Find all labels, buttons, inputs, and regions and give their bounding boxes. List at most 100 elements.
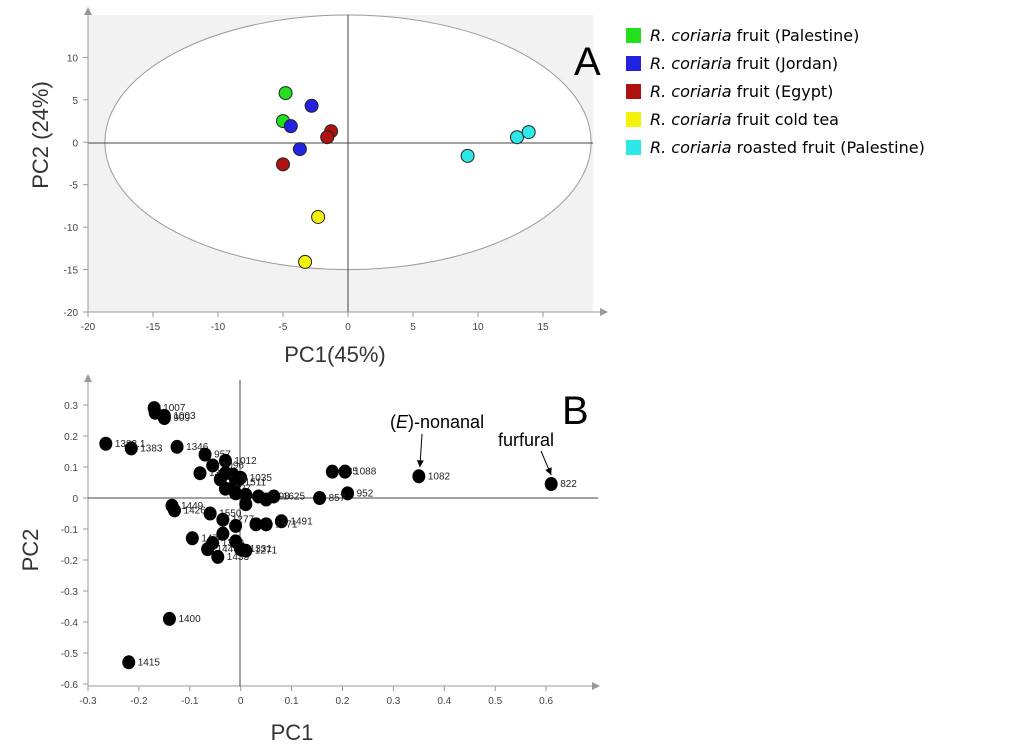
x-tick-label: 15 (537, 322, 549, 333)
loading-label: 1625 (283, 491, 306, 502)
y-tick-label: 0 (72, 494, 78, 505)
loading-label: 1271 (255, 546, 278, 557)
loading-label: 1400 (178, 614, 201, 625)
x-tick-label: 10 (472, 322, 484, 333)
loading-point (229, 518, 243, 533)
score-point (283, 119, 298, 134)
y-tick-label: -0.4 (61, 618, 79, 629)
x-tick-label: 0.5 (488, 696, 502, 707)
loading-point (338, 464, 352, 479)
loading-point (157, 411, 171, 426)
y-tick-label: 0.3 (64, 401, 78, 412)
x-axis-arrow-a (600, 308, 608, 316)
loading-label: 1346 (186, 442, 209, 453)
loading-point (239, 543, 253, 558)
legend-swatch (626, 56, 641, 71)
legend-swatch (626, 84, 641, 99)
loading-label: 1511 (245, 478, 267, 489)
y-tick-label: 0.1 (64, 463, 78, 474)
y-tick-label: 10 (67, 53, 79, 64)
x-tick-label: 0.4 (437, 696, 451, 707)
legend-swatch (626, 112, 641, 127)
loading-point (218, 481, 232, 496)
y-tick-label: -0.1 (61, 525, 79, 536)
loading-point (211, 549, 225, 564)
score-point (320, 130, 335, 145)
y-tick-label: -0.5 (61, 649, 79, 660)
loading-label: 1449 (181, 501, 204, 512)
legend: R. coriaria fruit (Palestine) R. coriaria… (626, 26, 925, 157)
loading-label: 1415 (138, 657, 161, 668)
loading-point (229, 486, 243, 501)
y-axis-arrow-b (84, 374, 92, 382)
loading-label: 1426 (184, 505, 207, 516)
score-point (521, 125, 536, 140)
x-tick-label: 0.3 (386, 696, 400, 707)
loading-point (170, 439, 184, 454)
score-point (460, 148, 475, 163)
x-tick-label: -0.3 (79, 696, 97, 707)
annotation-arrowhead (416, 460, 424, 468)
loading-label: 1383 (140, 443, 163, 454)
y-tick-label: -15 (64, 266, 79, 277)
loading-label: 952 (357, 488, 374, 499)
panel-a-plot: -20 -15 -10 -5 0 5 10 15 10 5 0 -5 -10 -15 -20 PC1(45%… (28, 7, 608, 367)
legend-entry: R. coriaria fruit cold tea (650, 110, 839, 129)
x-tick-label: 5 (410, 322, 416, 333)
y-tick-label: 0.2 (64, 432, 78, 443)
loading-point (239, 497, 253, 512)
compound-annotations: (E)-nonanal furfural (390, 412, 554, 476)
y-tick-label: -20 (64, 308, 79, 319)
panel-label-a: A (574, 40, 601, 84)
x-axis-arrow-b (592, 682, 600, 690)
x-tick-label: 0.6 (539, 696, 553, 707)
annotation-nonanal: (E)-nonanal (390, 412, 484, 432)
loading-point (168, 503, 182, 518)
legend-entry: R. coriaria roasted fruit (Palestine) (650, 138, 925, 157)
loading-point (206, 458, 220, 473)
score-point (298, 254, 313, 269)
axis-ticks-a: -20 -15 -10 -5 0 5 10 15 10 5 0 -5 -10 -15 -20 (64, 53, 549, 333)
loading-label: 1088 (354, 467, 377, 478)
loading-point (267, 489, 281, 504)
loading-point (122, 655, 136, 670)
loading-point (259, 517, 273, 532)
y-axis-arrow-a (84, 7, 92, 15)
loading-point (313, 491, 327, 505)
x-tick-label: 0 (345, 322, 351, 333)
loading-point (162, 611, 176, 626)
loading-point (193, 466, 207, 481)
y-axis-title-b: PC2 (18, 529, 43, 572)
legend-entry: R. coriaria fruit (Egypt) (650, 82, 833, 101)
loading-label: 1003 (173, 411, 196, 422)
loading-point (412, 469, 426, 484)
legend-entry: R. coriaria fruit (Palestine) (650, 26, 859, 45)
loading-label: 1277 (232, 515, 255, 526)
loading-point (544, 477, 558, 492)
loading-label: 909 (173, 413, 190, 424)
loading-label: 1491 (290, 516, 313, 527)
x-tick-label: -15 (146, 322, 161, 333)
y-tick-label: -10 (64, 223, 79, 234)
loading-label: 857 (329, 493, 346, 504)
y-tick-label: -5 (69, 181, 78, 192)
loading-label: 1035 (250, 473, 273, 484)
legend-swatch (626, 140, 641, 155)
loading-point (325, 464, 339, 479)
y-tick-label: 0 (72, 138, 78, 149)
loading-point (203, 506, 217, 521)
score-point (304, 98, 319, 113)
loading-label: 1550 (219, 509, 242, 520)
loading-point (185, 531, 199, 546)
x-tick-label: -10 (211, 322, 226, 333)
scores-points (276, 86, 536, 269)
loading-point (274, 514, 288, 529)
score-point (276, 157, 290, 172)
loading-point (198, 447, 212, 462)
panel-label-b: B (562, 389, 589, 433)
loading-point (218, 453, 232, 468)
loadings-points: 100710039091383.113831346957101210961353… (99, 401, 577, 670)
y-axis-title-a: PC2 (24%) (28, 81, 53, 189)
loading-label: 1446 (217, 544, 240, 555)
